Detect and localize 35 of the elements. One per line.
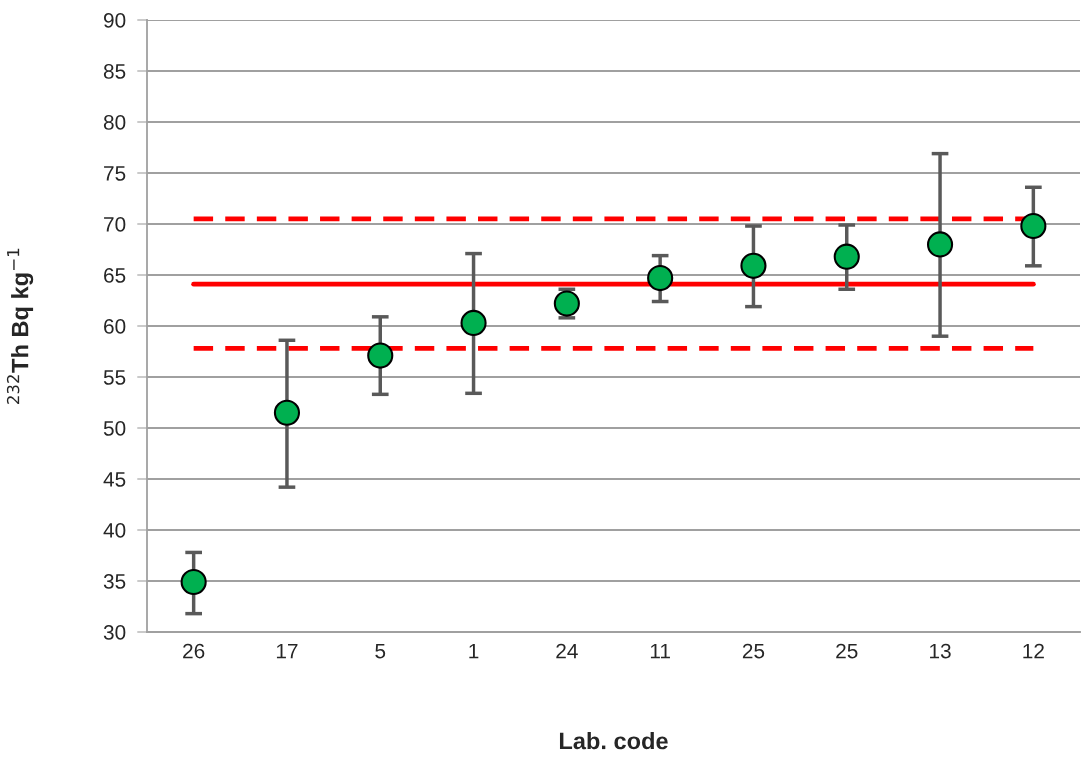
x-tick-label: 5 (375, 643, 386, 659)
point (926, 231, 954, 258)
y-tick-label: 80 (103, 115, 126, 130)
point (273, 399, 301, 426)
y-tick-label: 50 (103, 421, 126, 436)
point (460, 309, 487, 337)
y-tick-label: 45 (103, 472, 126, 487)
y-tick-label: 35 (103, 574, 126, 589)
y-tick-label: 85 (103, 64, 126, 79)
point (180, 568, 207, 596)
x-tick-label: 26 (183, 643, 205, 659)
x-axis-title: Lab. code (559, 731, 668, 750)
y-tick-label: 65 (104, 268, 126, 283)
x-tick-label: 1 (469, 643, 479, 659)
point (553, 290, 580, 317)
y-tick-label: 40 (103, 523, 126, 538)
x-tick-label: 25 (742, 643, 765, 659)
x-tick-label: 12 (1023, 643, 1044, 659)
y-axis-title: $^{232}$Th Bq kg$^{−1}$ (6, 248, 34, 404)
y-tick-label: 70 (104, 217, 126, 232)
point (647, 264, 674, 292)
point (740, 252, 767, 279)
y-tick-label: 55 (103, 370, 126, 385)
x-tick-label: 17 (276, 643, 298, 659)
x-tick-label: 25 (836, 643, 858, 659)
x-tick-label: 24 (556, 643, 578, 659)
x-tick-label: 13 (930, 643, 951, 659)
y-tick-label: 30 (103, 625, 126, 640)
y-tick-label: 75 (104, 166, 126, 181)
point (1020, 212, 1047, 240)
point (367, 342, 394, 369)
point (833, 243, 860, 270)
x-tick-label: 11 (650, 643, 670, 659)
y-tick-label: 60 (104, 319, 126, 334)
y-tick-label: 90 (103, 13, 126, 28)
